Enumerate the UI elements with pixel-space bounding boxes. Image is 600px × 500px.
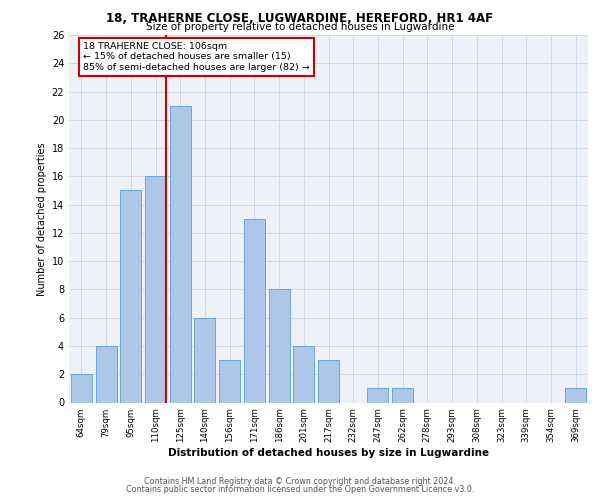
Bar: [95, 346, 116, 403]
Bar: [145, 176, 166, 402]
Bar: [293, 346, 314, 403]
Text: Size of property relative to detached houses in Lugwardine: Size of property relative to detached ho…: [146, 22, 454, 32]
Bar: [194, 318, 215, 402]
Bar: [244, 219, 265, 402]
X-axis label: Distribution of detached houses by size in Lugwardine: Distribution of detached houses by size …: [168, 448, 489, 458]
Bar: [120, 190, 141, 402]
Bar: [565, 388, 586, 402]
Text: 18, TRAHERNE CLOSE, LUGWARDINE, HEREFORD, HR1 4AF: 18, TRAHERNE CLOSE, LUGWARDINE, HEREFORD…: [106, 12, 494, 26]
Bar: [318, 360, 339, 403]
Bar: [71, 374, 92, 402]
Text: Contains HM Land Registry data © Crown copyright and database right 2024.: Contains HM Land Registry data © Crown c…: [144, 477, 456, 486]
Bar: [367, 388, 388, 402]
Bar: [269, 290, 290, 403]
Text: Contains public sector information licensed under the Open Government Licence v3: Contains public sector information licen…: [126, 484, 474, 494]
Y-axis label: Number of detached properties: Number of detached properties: [37, 142, 47, 296]
Bar: [170, 106, 191, 403]
Text: 18 TRAHERNE CLOSE: 106sqm
← 15% of detached houses are smaller (15)
85% of semi-: 18 TRAHERNE CLOSE: 106sqm ← 15% of detac…: [83, 42, 310, 72]
Bar: [392, 388, 413, 402]
Bar: [219, 360, 240, 403]
